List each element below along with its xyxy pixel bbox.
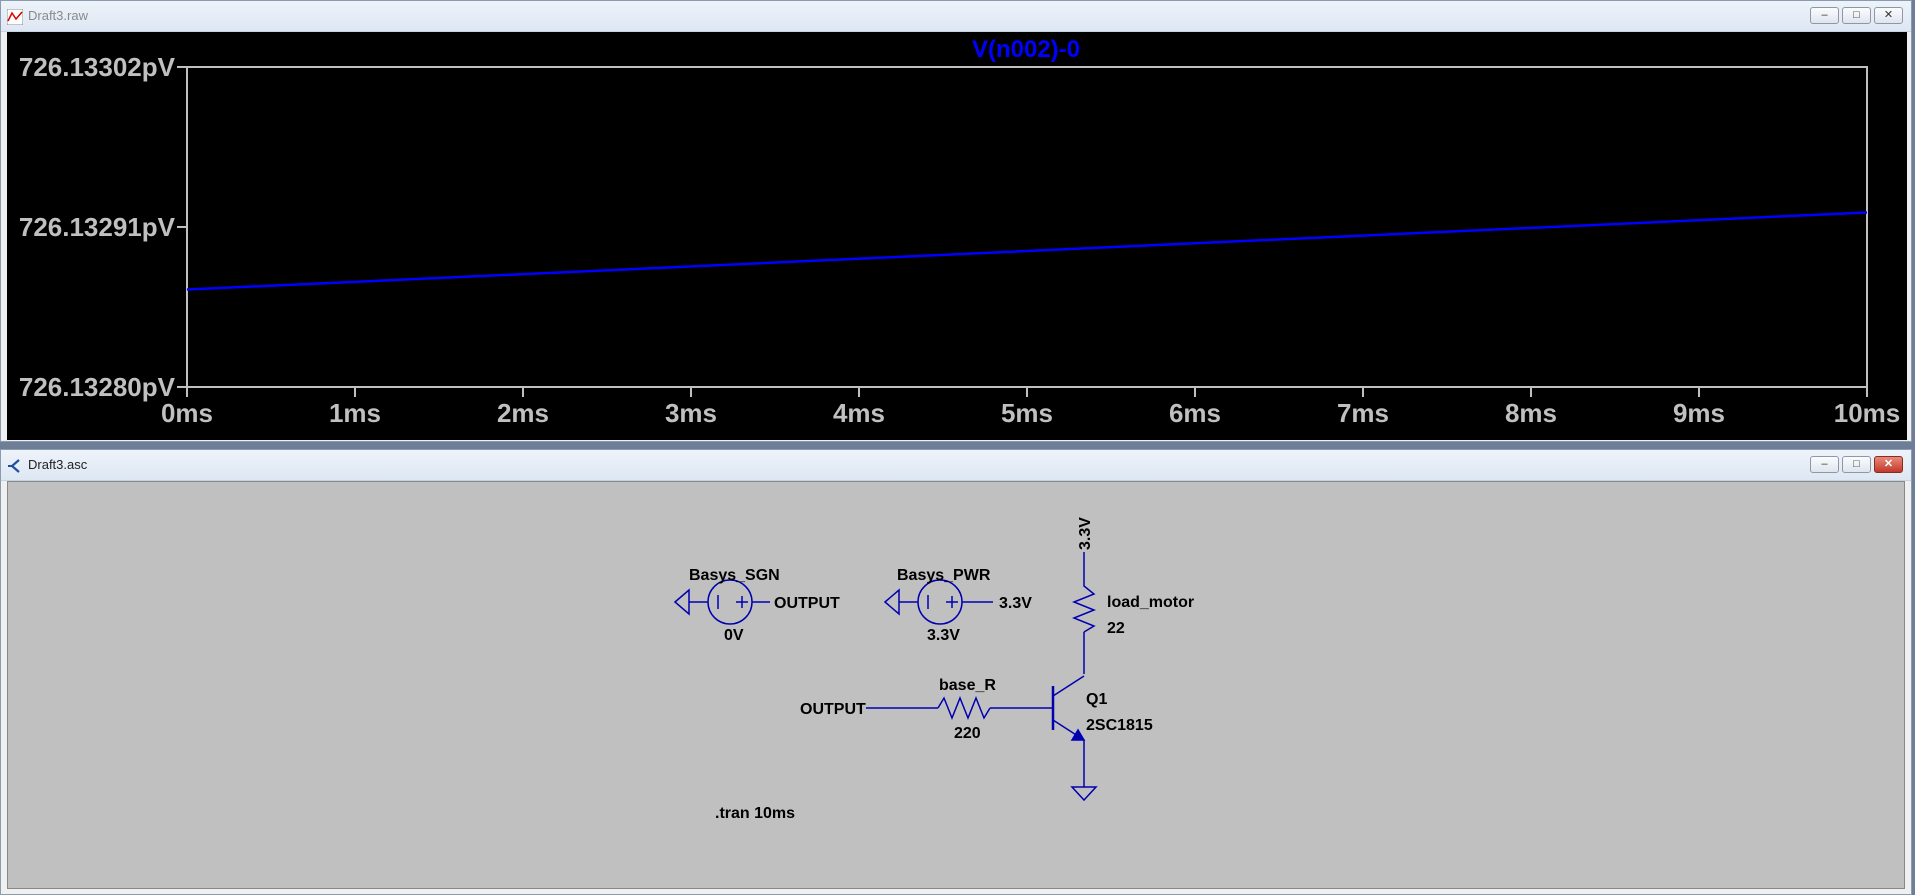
x-tick-label: 9ms (1673, 398, 1725, 428)
waveform-icon (7, 9, 23, 25)
maximize-button[interactable]: □ (1842, 456, 1871, 473)
close-button[interactable]: ✕ (1874, 7, 1903, 24)
load-name-label[interactable]: load_motor (1107, 594, 1194, 611)
waveform-titlebar[interactable]: Draft3.raw – □ ✕ (1, 1, 1911, 32)
npn-transistor-q1[interactable] (1051, 675, 1098, 802)
pwr-name-label[interactable]: Basys_PWR (897, 567, 991, 584)
close-button[interactable]: ✕ (1874, 456, 1903, 473)
base-value-label[interactable]: 220 (954, 725, 981, 742)
load-motor-resistor[interactable] (1071, 552, 1097, 674)
maximize-button[interactable]: □ (1842, 7, 1871, 24)
waveform-plot-pane[interactable]: V(n002)-0 726.13302pV 726.13291pV 726.1328… (7, 32, 1907, 440)
schematic-icon (8, 459, 20, 473)
x-tick-label: 4ms (833, 398, 885, 428)
pwr-value-label[interactable]: 3.3V (927, 627, 960, 644)
sgn-name-label[interactable]: Basys_SGN (689, 567, 780, 584)
basys-pwr-source[interactable] (883, 579, 993, 625)
x-tick-label: 8ms (1505, 398, 1557, 428)
basys-sgn-source[interactable] (673, 579, 770, 625)
base-resistor[interactable] (866, 695, 1053, 721)
x-tick-label: 3ms (665, 398, 717, 428)
plot-area-frame (186, 66, 1868, 388)
q-model-label[interactable]: 2SC1815 (1086, 717, 1153, 734)
minimize-button[interactable]: – (1810, 7, 1839, 24)
q-name-label[interactable]: Q1 (1086, 691, 1107, 708)
base-name-label[interactable]: base_R (939, 677, 996, 694)
x-tick-label: 2ms (497, 398, 549, 428)
trace-label[interactable]: V(n002)-0 (972, 36, 1080, 63)
schematic-window: Draft3.asc – □ ✕ (0, 449, 1912, 895)
pwr-net-label[interactable]: 3.3V (999, 595, 1032, 612)
waveform-window: Draft3.raw – □ ✕ V(n002)-0 726.13302pV 72… (0, 0, 1912, 442)
waveform-chart: V(n002)-0 726.13302pV 726.13291pV 726.1328… (19, 36, 1901, 428)
x-tick-label: 7ms (1337, 398, 1389, 428)
tran-directive[interactable]: .tran 10ms (715, 805, 795, 822)
x-tick-label: 1ms (329, 398, 381, 428)
y-tick-label: 726.13291pV (19, 212, 176, 242)
rail-label[interactable]: 3.3V (1077, 517, 1094, 550)
input-net-label[interactable]: OUTPUT (800, 701, 866, 718)
schematic-canvas[interactable]: Basys_SGN 0V OUTPUT Basys_PWR 3.3V 3.3V … (7, 481, 1905, 889)
x-tick-label: 0ms (161, 398, 213, 428)
load-value-label[interactable]: 22 (1107, 620, 1125, 637)
y-tick-label: 726.13280pV (19, 372, 176, 402)
x-tick-label: 5ms (1001, 398, 1053, 428)
sgn-value-label[interactable]: 0V (724, 627, 744, 644)
minimize-button[interactable]: – (1810, 456, 1839, 473)
x-tick-label: 6ms (1169, 398, 1221, 428)
x-tick-label: 10ms (1834, 398, 1901, 428)
y-tick-label: 726.13302pV (19, 52, 176, 82)
sgn-net-label[interactable]: OUTPUT (774, 595, 840, 612)
schematic-titlebar[interactable]: Draft3.asc – □ ✕ (1, 450, 1911, 481)
waveform-window-title: Draft3.raw (28, 8, 88, 23)
schematic-window-title: Draft3.asc (28, 457, 88, 472)
trace-line-v-n002[interactable] (186, 211, 1868, 291)
